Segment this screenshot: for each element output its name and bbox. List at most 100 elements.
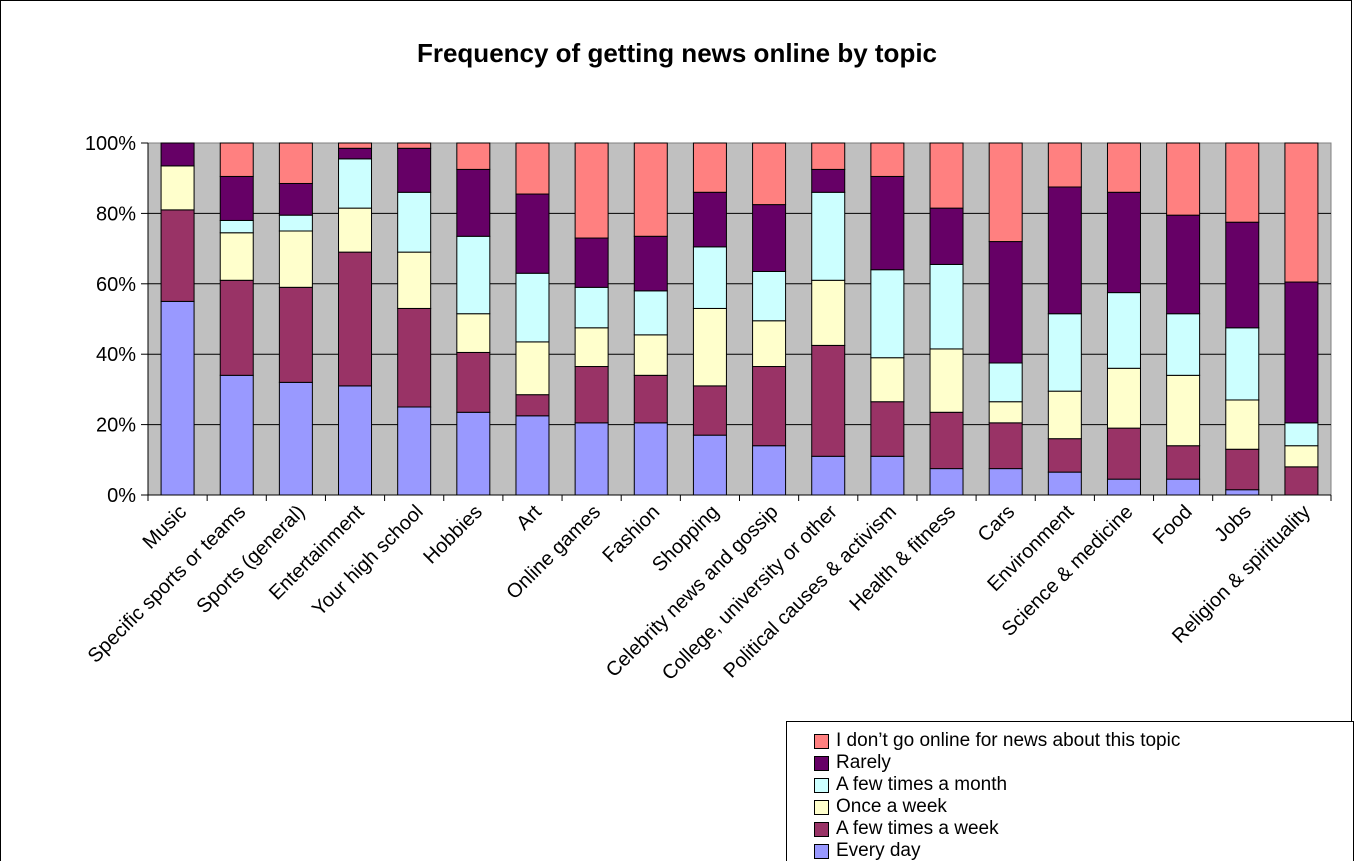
bar-segment (811, 168, 846, 193)
bar-segment (574, 422, 609, 496)
x-tick-label: Jobs (1210, 501, 1255, 546)
bar-segment (160, 142, 195, 167)
bar-segment (811, 279, 846, 346)
bar-segment (1225, 399, 1260, 450)
bar-segment (633, 334, 668, 376)
bar-segment (219, 279, 254, 376)
bar-segment (752, 445, 787, 496)
bar-segment (929, 348, 964, 413)
bar-segment (752, 270, 787, 322)
legend-label: Once a week (836, 796, 947, 817)
x-tick-label: Hobbies (419, 501, 486, 568)
bar-segment (1166, 142, 1201, 216)
legend-swatch (814, 777, 829, 793)
bar-segment (515, 341, 550, 396)
legend-item: A few times a month (814, 774, 1353, 796)
bar-segment (1225, 142, 1260, 223)
bar-segment (1225, 327, 1260, 401)
bar-segment (1284, 445, 1319, 468)
plot-area (147, 142, 1332, 496)
bar-segment (692, 385, 727, 436)
y-tick-label: 0% (107, 485, 136, 507)
bar-segment (633, 422, 668, 496)
bar-segment (988, 422, 1023, 470)
bar-segment (929, 207, 964, 265)
bar-segment (811, 142, 846, 170)
legend-label: I don’t go online for news about this to… (836, 730, 1181, 751)
bar-segment (515, 394, 550, 417)
bar-segment (219, 142, 254, 177)
bar-segment (633, 142, 668, 237)
bar-segment (574, 237, 609, 288)
bar-segment (397, 147, 432, 193)
bar-segment (1166, 374, 1201, 447)
bar-segment (338, 158, 373, 209)
bar-segment (1047, 313, 1082, 392)
legend-label: Every day (836, 840, 921, 861)
bar-segment (633, 374, 668, 424)
bar-segment (456, 351, 491, 413)
bar-segment (574, 142, 609, 239)
legend-item: Once a week (814, 796, 1353, 818)
bar-segment (692, 142, 727, 193)
legend-swatch (814, 799, 829, 815)
bar-segment (219, 175, 254, 221)
bar-segment (988, 468, 1023, 496)
bar-segment (456, 313, 491, 353)
bar-segment (811, 455, 846, 496)
bar-segment (219, 374, 254, 496)
bar-segment (692, 307, 727, 387)
bar-segment (1106, 427, 1141, 480)
y-tick-label: 100% (85, 133, 136, 155)
bar-segment (1225, 448, 1260, 491)
bar-segment (456, 142, 491, 170)
bar-segment (1106, 191, 1141, 294)
bar-segment (515, 142, 550, 195)
chart-title: Frequency of getting news online by topi… (416, 38, 938, 68)
bar-segment (338, 385, 373, 496)
bar-segment (574, 286, 609, 329)
legend-label: A few times a week (836, 818, 999, 839)
y-tick-label: 60% (96, 274, 136, 296)
bar-segment (1166, 445, 1201, 480)
bar-segment (1106, 142, 1141, 193)
bar-segment (397, 251, 432, 309)
bar-segment (870, 269, 905, 359)
x-tick-label: Art (512, 501, 546, 535)
bar-segment (870, 401, 905, 457)
legend-label: A few times a month (836, 774, 1008, 795)
bar-segment (1047, 390, 1082, 440)
x-tick-label: Food (1149, 501, 1197, 549)
legend-item: I don’t go online for news about this to… (814, 730, 1353, 752)
bar-segment (988, 142, 1023, 243)
y-tick-label: 20% (96, 415, 136, 437)
bar-segment (219, 219, 254, 234)
legend-item: Rarely (814, 752, 1353, 774)
bar-segment (929, 263, 964, 350)
bar-segment (456, 411, 491, 496)
bar-segment (338, 142, 373, 149)
bar-segment (1225, 221, 1260, 329)
x-tick-label: Health & fitness (845, 501, 960, 616)
bar-segment (160, 300, 195, 496)
bar-segment (811, 344, 846, 457)
bar-segment (1166, 313, 1201, 376)
bar-segment (1284, 466, 1319, 496)
x-tick-label: Cars (974, 501, 1019, 546)
legend: I don’t go online for news about this to… (786, 721, 1354, 861)
bar-segment (278, 214, 313, 232)
bar-segment (574, 327, 609, 368)
bar-segment (160, 165, 195, 211)
bar-segment (397, 307, 432, 408)
legend-swatch (814, 821, 829, 837)
legend-swatch (814, 733, 829, 749)
bar-segment (752, 366, 787, 447)
bar-segment (752, 320, 787, 368)
bar-segment (1166, 214, 1201, 315)
bar-segment (1047, 471, 1082, 496)
bar-segment (870, 455, 905, 496)
legend-item: Every day (814, 840, 1353, 862)
bar-segment (1106, 478, 1141, 496)
